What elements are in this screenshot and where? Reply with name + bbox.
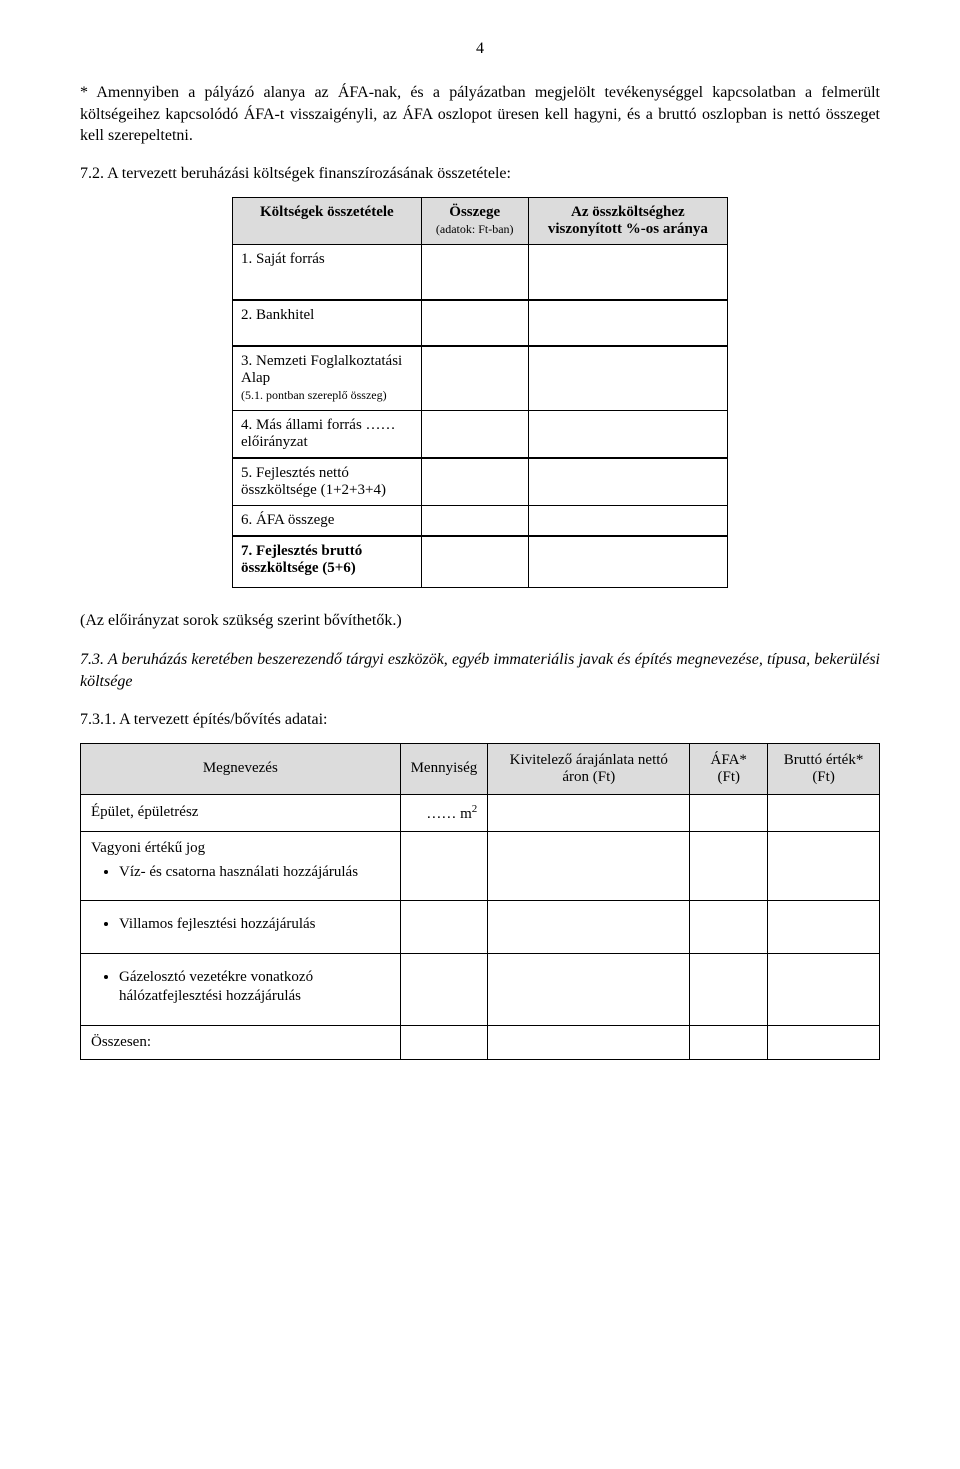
th-col2-line1: Összege xyxy=(449,204,500,220)
cell-r7-name: 7. Fejlesztés bruttó összköltsége (5+6) xyxy=(233,536,422,588)
cell-731-r2-c4 xyxy=(690,831,768,901)
th731-c1: Megnevezés xyxy=(81,743,401,794)
cell-731-r4-c3 xyxy=(488,953,690,1025)
cell-731-r3-c2 xyxy=(400,901,488,954)
cell-r5-name: 5. Fejlesztés nettó összköltsége (1+2+3+… xyxy=(233,458,422,506)
cell-731-rlast-c2 xyxy=(400,1025,488,1059)
table-row: 7. Fejlesztés bruttó összköltsége (5+6) xyxy=(233,536,728,588)
cell-731-rlast-c3 xyxy=(488,1025,690,1059)
cell-r2-val xyxy=(421,300,528,346)
table-row: 4. Más állami forrás ……előirányzat xyxy=(233,410,728,458)
table-row: Épület, épületrész …… m2 xyxy=(81,794,880,831)
cell-r1-pct xyxy=(528,244,727,300)
section-7-3-title: 7.3. A beruházás keretében beszerezendő … xyxy=(80,649,880,692)
cell-r4-name: 4. Más állami forrás ……előirányzat xyxy=(233,410,422,458)
cell-731-r4-c4 xyxy=(690,953,768,1025)
cell-731-r3-c5 xyxy=(768,901,880,954)
table-row: 6. ÁFA összege xyxy=(233,505,728,536)
cell-731-r2-name: Vagyoni értékű jog Víz- és csatorna hasz… xyxy=(81,831,401,901)
note-paragraph: (Az előirányzat sorok szükség szerint bő… xyxy=(80,610,880,632)
list-item: Víz- és csatorna használati hozzájárulás xyxy=(119,863,390,883)
bullet-list: Gázelosztó vezetékre vonatkozó hálózatfe… xyxy=(119,968,390,1007)
cell-r3-pct xyxy=(528,346,727,411)
cell-r3-val xyxy=(421,346,528,411)
cell-r3-line1: 3. Nemzeti Foglalkoztatási Alap xyxy=(241,353,402,386)
cell-r6-name: 6. ÁFA összege xyxy=(233,505,422,536)
table-row: Gázelosztó vezetékre vonatkozó hálózatfe… xyxy=(81,953,880,1025)
table-7-3-1-header-row: Megnevezés Mennyiség Kivitelező árajánla… xyxy=(81,743,880,794)
cell-r7-pct xyxy=(528,536,727,588)
cell-r3-line2: (5.1. pontban szereplő összeg) xyxy=(241,388,387,402)
bullet-list: Villamos fejlesztési hozzájárulás xyxy=(119,915,390,935)
table-7-3-1: Megnevezés Mennyiség Kivitelező árajánla… xyxy=(80,743,880,1060)
cell-731-r4-c2 xyxy=(400,953,488,1025)
th731-c3: Kivitelező árajánlata nettó áron (Ft) xyxy=(488,743,690,794)
th731-c2: Mennyiség xyxy=(400,743,488,794)
list-item: Gázelosztó vezetékre vonatkozó hálózatfe… xyxy=(119,968,390,1007)
cell-r5-val xyxy=(421,458,528,506)
cell-731-r1-qty-sup: 2 xyxy=(472,803,478,815)
cell-731-r1-c4 xyxy=(690,794,768,831)
cell-731-r1-qty-text: …… m xyxy=(426,806,471,822)
cell-r3-name: 3. Nemzeti Foglalkoztatási Alap (5.1. po… xyxy=(233,346,422,411)
cell-r1-val xyxy=(421,244,528,300)
cell-731-rlast-name: Összesen: xyxy=(81,1025,401,1059)
cell-731-r2-c5 xyxy=(768,831,880,901)
cell-731-r4-name: Gázelosztó vezetékre vonatkozó hálózatfe… xyxy=(81,953,401,1025)
cell-r5-pct xyxy=(528,458,727,506)
section-7-3-1-title: 7.3.1. A tervezett építés/bővítés adatai… xyxy=(80,711,880,729)
cell-731-r3-name: Villamos fejlesztési hozzájárulás xyxy=(81,901,401,954)
cell-731-r1-qty: …… m2 xyxy=(400,794,488,831)
th731-c5: Bruttó érték* (Ft) xyxy=(768,743,880,794)
list-item: Villamos fejlesztési hozzájárulás xyxy=(119,915,390,935)
table-7-2-header-row: Költségek összetétele Összege (adatok: F… xyxy=(233,197,728,244)
th-col1: Költségek összetétele xyxy=(233,197,422,244)
intro-paragraph: * Amennyiben a pályázó alanya az ÁFA-nak… xyxy=(80,82,880,147)
table-row: 2. Bankhitel xyxy=(233,300,728,346)
cell-731-r2-c3 xyxy=(488,831,690,901)
table-row: 5. Fejlesztés nettó összköltsége (1+2+3+… xyxy=(233,458,728,506)
table-7-2: Költségek összetétele Összege (adatok: F… xyxy=(232,197,728,588)
table-row: Vagyoni értékű jog Víz- és csatorna hasz… xyxy=(81,831,880,901)
cell-731-r1-c3 xyxy=(488,794,690,831)
th731-c4: ÁFA* (Ft) xyxy=(690,743,768,794)
cell-731-r1-name: Épület, épületrész xyxy=(81,794,401,831)
table-row: Összesen: xyxy=(81,1025,880,1059)
cell-r4-pct xyxy=(528,410,727,458)
table-row: 1. Saját forrás xyxy=(233,244,728,300)
cell-r1-name: 1. Saját forrás xyxy=(233,244,422,300)
table-row: Villamos fejlesztési hozzájárulás xyxy=(81,901,880,954)
th-col2-line2: (adatok: Ft-ban) xyxy=(436,222,514,236)
page: 4 * Amennyiben a pályázó alanya az ÁFA-n… xyxy=(0,0,960,1120)
cell-r2-name: 2. Bankhitel xyxy=(233,300,422,346)
cell-r7-val xyxy=(421,536,528,588)
th-col3: Az összköltséghez viszonyított %-os arán… xyxy=(528,197,727,244)
cell-r4-val xyxy=(421,410,528,458)
cell-r6-val xyxy=(421,505,528,536)
section-7-2-title: 7.2. A tervezett beruházási költségek fi… xyxy=(80,165,880,183)
cell-731-r2-lead: Vagyoni értékű jog xyxy=(91,840,205,856)
cell-731-r3-c3 xyxy=(488,901,690,954)
cell-731-r4-c5 xyxy=(768,953,880,1025)
th-col2: Összege (adatok: Ft-ban) xyxy=(421,197,528,244)
page-number: 4 xyxy=(80,40,880,58)
cell-731-rlast-c4 xyxy=(690,1025,768,1059)
cell-731-r2-c2 xyxy=(400,831,488,901)
cell-r6-pct xyxy=(528,505,727,536)
cell-r2-pct xyxy=(528,300,727,346)
cell-731-r1-c5 xyxy=(768,794,880,831)
cell-731-r3-c4 xyxy=(690,901,768,954)
cell-731-rlast-c5 xyxy=(768,1025,880,1059)
table-row: 3. Nemzeti Foglalkoztatási Alap (5.1. po… xyxy=(233,346,728,411)
bullet-list: Víz- és csatorna használati hozzájárulás xyxy=(119,863,390,883)
